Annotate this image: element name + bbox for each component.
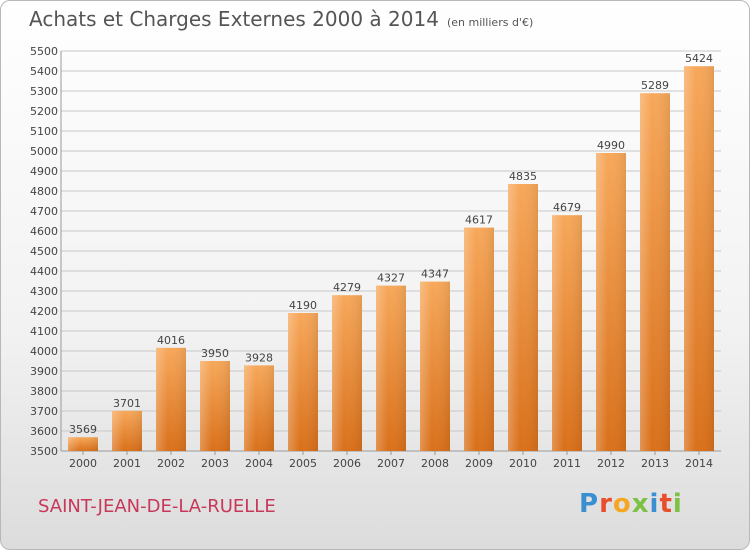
y-tick-label: 4600 <box>30 225 58 238</box>
y-tick-label: 4200 <box>30 305 58 318</box>
logo-letter: i <box>649 489 660 519</box>
x-tick-label: 2007 <box>377 457 405 470</box>
y-tick-label: 3800 <box>30 385 58 398</box>
bar-value-label: 3701 <box>113 397 141 410</box>
x-tick-label: 2014 <box>685 457 713 470</box>
bar-value-label: 4327 <box>377 272 405 285</box>
x-tick-label: 2006 <box>333 457 361 470</box>
logo-letter: x <box>631 489 650 519</box>
x-tick-label: 2003 <box>201 457 229 470</box>
bar-shade-2003 <box>200 361 230 451</box>
bar-value-label: 4016 <box>157 334 185 347</box>
y-tick-label: 5100 <box>30 125 58 138</box>
x-tick-label: 2013 <box>641 457 669 470</box>
city-name: SAINT-JEAN-DE-LA-RUELLE <box>38 496 276 517</box>
x-tick-label: 2008 <box>421 457 449 470</box>
chart-title-text: Achats et Charges Externes 2000 à 2014 <box>29 7 439 31</box>
bar-value-label: 3950 <box>201 347 229 360</box>
x-tick-label: 2001 <box>113 457 141 470</box>
logo-letter: P <box>579 489 600 519</box>
chart-title: Achats et Charges Externes 2000 à 2014 (e… <box>29 7 533 31</box>
bar-value-label: 4347 <box>421 268 449 281</box>
y-tick-label: 4900 <box>30 165 58 178</box>
x-tick-label: 2005 <box>289 457 317 470</box>
logo-letter: t <box>659 489 673 519</box>
bar-value-label: 4617 <box>465 214 493 227</box>
logo-letter: o <box>612 489 632 519</box>
logo-letter: i <box>672 489 683 519</box>
y-tick-label: 4000 <box>30 345 58 358</box>
x-tick-label: 2004 <box>245 457 273 470</box>
y-tick-label: 5200 <box>30 105 58 118</box>
x-tick-label: 2011 <box>553 457 581 470</box>
bar-value-label: 4679 <box>553 201 581 214</box>
x-tick-label: 2000 <box>69 457 97 470</box>
x-tick-label: 2002 <box>157 457 185 470</box>
bar-shade-2001 <box>112 410 142 451</box>
bar-shade-2013 <box>640 93 670 451</box>
bar-value-label: 4279 <box>333 281 361 294</box>
bar-value-label: 4835 <box>509 170 537 183</box>
bar-value-label: 5424 <box>685 52 713 65</box>
bar-shade-2005 <box>288 313 318 451</box>
bar-shade-2008 <box>420 281 450 451</box>
y-tick-label: 4400 <box>30 265 58 278</box>
x-tick-label: 2012 <box>597 457 625 470</box>
y-tick-label: 3900 <box>30 365 58 378</box>
bar-value-label: 4190 <box>289 299 317 312</box>
bar-shade-2002 <box>156 347 186 451</box>
bar-shade-2010 <box>508 184 538 451</box>
bar-shade-2006 <box>332 295 362 451</box>
bar-shade-2011 <box>552 215 582 451</box>
x-axis-ticks: 2000 2001 2002 2003 2004 2005 2006 2007 2008 2009… <box>69 451 713 470</box>
x-tick-label: 2010 <box>509 457 537 470</box>
bar-value-label: 5289 <box>641 79 669 92</box>
bars: 3569 3701 4016 3950 3928 4190 4279 4327 4347 4617… <box>68 52 714 451</box>
y-tick-label: 4300 <box>30 285 58 298</box>
y-axis-ticks: 3500 3600 3700 3800 3900 4000 4100 4200 4300 4400… <box>30 45 58 458</box>
bar-value-label: 4990 <box>597 139 625 152</box>
y-tick-label: 3600 <box>30 425 58 438</box>
y-tick-label: 4700 <box>30 205 58 218</box>
y-tick-label: 5400 <box>30 65 58 78</box>
y-tick-label: 5000 <box>30 145 58 158</box>
bar-shade-2014 <box>684 66 714 451</box>
logo-letter: r <box>599 489 613 519</box>
y-tick-label: 5300 <box>30 85 58 98</box>
bar-shade-2004 <box>244 365 274 451</box>
bar-value-label: 3569 <box>69 423 97 436</box>
y-tick-label: 3700 <box>30 405 58 418</box>
y-tick-label: 4500 <box>30 245 58 258</box>
bar-shade-2000 <box>68 437 98 451</box>
bar-value-label: 3928 <box>245 351 273 364</box>
proxiti-logo: Proxiti <box>579 489 683 519</box>
bar-shade-2012 <box>596 153 626 451</box>
bar-shade-2009 <box>464 227 494 451</box>
y-tick-label: 4100 <box>30 325 58 338</box>
chart-subtitle: (en milliers d'€) <box>446 16 534 29</box>
bar-shade-2007 <box>376 285 406 451</box>
y-tick-label: 4800 <box>30 185 58 198</box>
y-tick-label: 3500 <box>30 445 58 458</box>
y-tick-label: 5500 <box>30 45 58 58</box>
x-tick-label: 2009 <box>465 457 493 470</box>
